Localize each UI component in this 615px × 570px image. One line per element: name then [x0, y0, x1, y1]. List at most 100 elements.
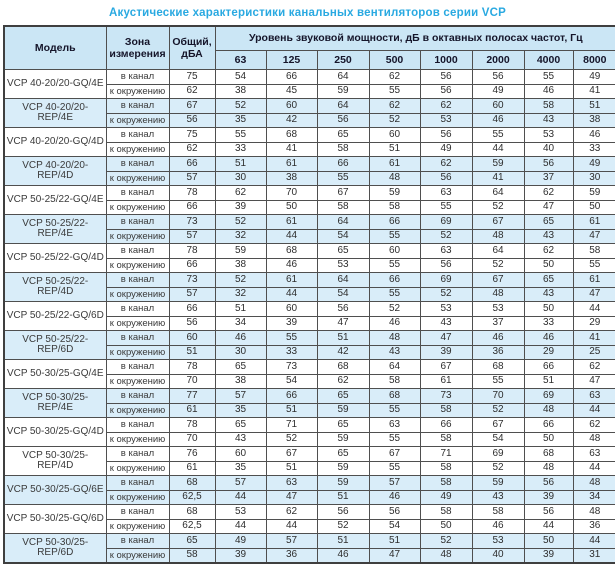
band-cell: 63: [572, 388, 615, 404]
zone-cell: в канал: [105, 98, 170, 114]
band-cell: 62: [214, 185, 267, 201]
band-cell: 38: [572, 112, 615, 128]
band-cell: 58: [368, 373, 421, 389]
band-cell: 48: [471, 228, 525, 244]
band-cell: 65: [316, 417, 370, 433]
band-cell: 44: [265, 228, 318, 244]
band-cell: 68: [368, 388, 421, 404]
band-cell: 68: [265, 127, 318, 143]
band-cell: 49: [471, 83, 525, 99]
band-cell: 53: [316, 257, 370, 273]
table-row: VCP 50-25/22-GQ/4E в канал 78 62 70 67 59 63 64 6…: [3, 185, 615, 215]
band-cell: 46: [214, 330, 267, 346]
total-cell: 75: [168, 127, 216, 143]
table-row: к окружению 62,5 44 47 51 46 49 43 39 34: [4, 489, 615, 505]
table-row: к окружению 56 35 42 56 52 53 46 43 38: [4, 112, 615, 128]
band-cell: 59: [316, 83, 370, 99]
band-cell: 48: [471, 286, 525, 302]
band-cell: 64: [368, 359, 421, 375]
table-row: VCP 40-20/20-REP/4E в канал 67 52 60 64 62 62 60…: [3, 98, 615, 128]
band-cell: 49: [572, 69, 615, 85]
band-cell: 46: [368, 315, 421, 331]
band-cell: 62: [368, 98, 421, 114]
band-cell: 39: [214, 547, 267, 564]
band-cell: 44: [265, 518, 318, 534]
band-cell: 32: [214, 228, 267, 244]
band-cell: 55: [368, 257, 421, 273]
band-cell: 29: [523, 344, 574, 360]
band-cell: 48: [368, 170, 421, 186]
model-cell: VCP 40-20/20-GQ/4D: [3, 127, 107, 157]
band-cell: 39: [419, 344, 473, 360]
band-cell: 69: [419, 272, 473, 288]
band-cell: 34: [214, 315, 267, 331]
band-cell: 58: [419, 504, 473, 520]
band-cell: 66: [523, 417, 574, 433]
band-cell: 60: [471, 98, 525, 114]
band-cell: 65: [523, 214, 574, 230]
band-cell: 47: [368, 547, 421, 564]
band-cell: 46: [265, 257, 318, 273]
band-cell: 33: [572, 141, 615, 157]
band-cell: 43: [368, 344, 421, 360]
zone-cell: к окружению: [105, 83, 170, 99]
total-cell: 57: [168, 286, 216, 302]
band-cell: 58: [368, 199, 421, 215]
band-cell: 45: [265, 83, 318, 99]
band-cell: 65: [316, 446, 370, 462]
zone-cell: к окружению: [105, 199, 170, 215]
total-cell: 61: [168, 402, 216, 418]
model-cell: VCP 50-30/25-GQ/4E: [3, 359, 107, 389]
band-cell: 55: [471, 373, 525, 389]
band-cell: 44: [572, 301, 615, 317]
band-cell: 66: [523, 359, 574, 375]
band-cell: 51: [572, 98, 615, 114]
band-cell: 62: [265, 504, 318, 520]
zone-cell: в канал: [105, 504, 170, 520]
band-cell: 38: [214, 83, 267, 99]
zone-cell: к окружению: [105, 315, 170, 331]
model-cell: VCP 50-30/25-REP/4D: [3, 446, 107, 476]
band-cell: 59: [316, 431, 370, 447]
band-cell: 33: [265, 344, 318, 360]
band-cell: 63: [572, 446, 615, 462]
total-cell: 56: [168, 112, 216, 128]
total-cell: 57: [168, 170, 216, 186]
band-cell: 57: [265, 533, 318, 549]
band-cell: 62: [523, 185, 574, 201]
band-cell: 62: [316, 373, 370, 389]
band-cell: 55: [368, 83, 421, 99]
band-cell: 68: [471, 359, 525, 375]
zone-cell: к окружению: [105, 257, 170, 273]
table-row: VCP 50-30/25-GQ/4E в канал 78 65 73 68 64 67 68 6…: [3, 359, 615, 389]
band-cell: 53: [471, 301, 525, 317]
band-cell: 46: [572, 127, 615, 143]
band-cell: 30: [214, 170, 267, 186]
band-cell: 58: [471, 504, 525, 520]
band-cell: 60: [214, 446, 267, 462]
zone-cell: в канал: [105, 185, 170, 201]
band-cell: 56: [316, 112, 370, 128]
band-cell: 49: [572, 156, 615, 172]
band-cell: 51: [265, 402, 318, 418]
band-cell: 58: [419, 431, 473, 447]
band-cell: 51: [214, 156, 267, 172]
zone-cell: к окружению: [105, 228, 170, 244]
band-cell: 41: [572, 330, 615, 346]
band-cell: 50: [523, 257, 574, 273]
band-cell: 38: [265, 170, 318, 186]
band-cell: 64: [316, 214, 370, 230]
zone-cell: в канал: [105, 243, 170, 259]
band-cell: 52: [265, 431, 318, 447]
band-cell: 44: [214, 489, 267, 505]
band-cell: 56: [419, 170, 473, 186]
band-cell: 62: [572, 417, 615, 433]
band-cell: 55: [368, 402, 421, 418]
band-cell: 55: [368, 431, 421, 447]
band-cell: 35: [214, 460, 267, 476]
band-cell: 42: [316, 344, 370, 360]
band-cell: 64: [316, 69, 370, 85]
zone-cell: в канал: [105, 446, 170, 462]
zone-cell: в канал: [105, 127, 170, 143]
zone-cell: к окружению: [105, 373, 170, 389]
